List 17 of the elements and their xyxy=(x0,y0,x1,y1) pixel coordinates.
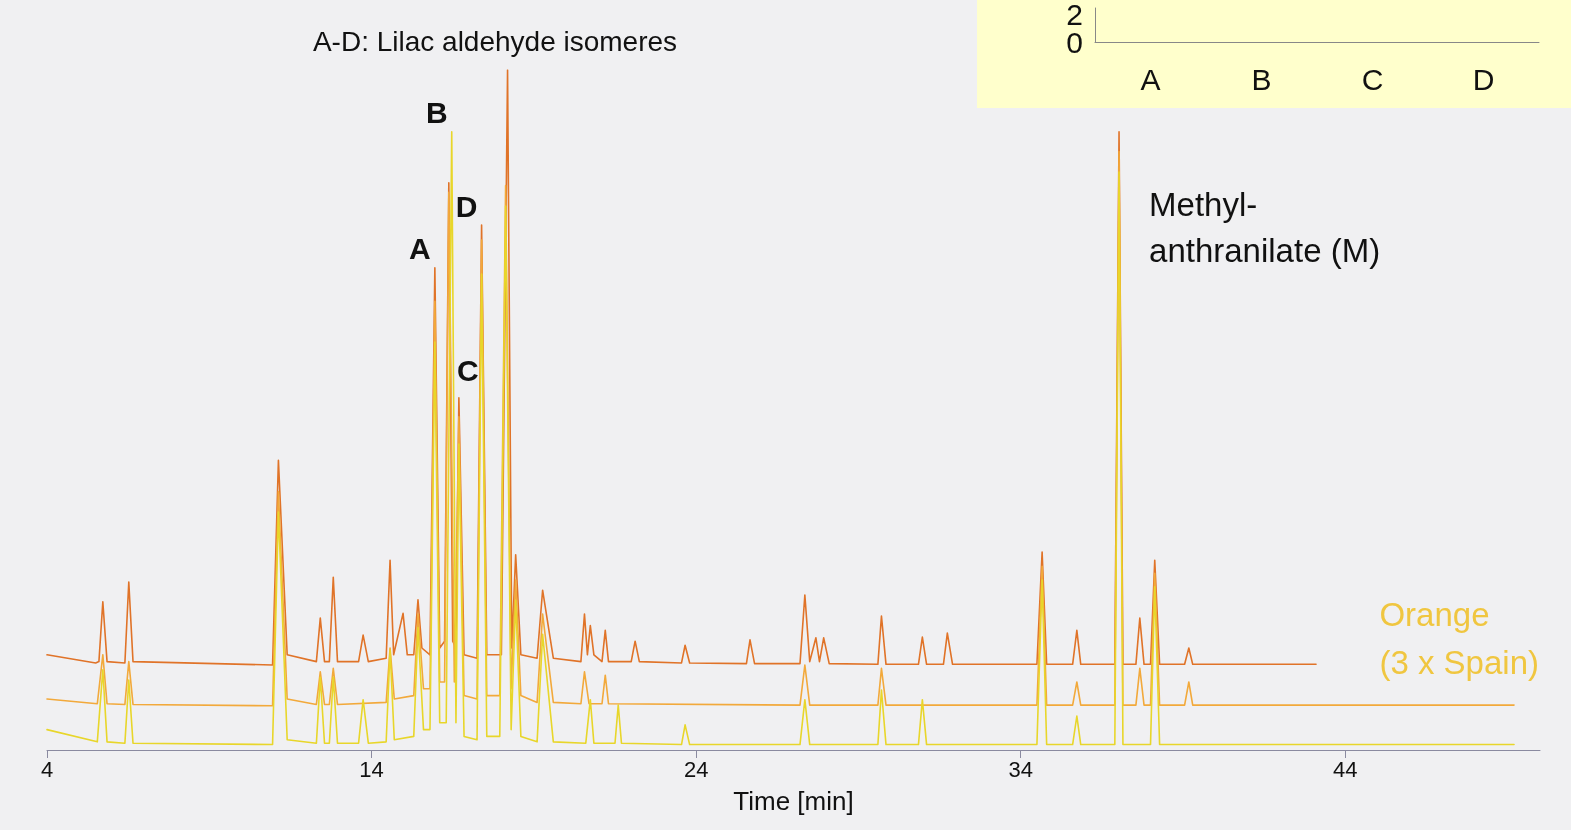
category-label: B xyxy=(1251,62,1272,96)
annotation: B xyxy=(425,96,448,130)
annotation: Methyl- anthranilate (M) xyxy=(1149,186,1381,270)
x-tick-label: 24 xyxy=(683,756,709,782)
category-label: A xyxy=(1140,62,1161,96)
category-label: C xyxy=(1361,62,1384,96)
x-tick-label: 14 xyxy=(359,756,384,782)
x-tick-label: 44 xyxy=(1333,756,1358,782)
x-tick-label: 4 xyxy=(40,756,54,782)
x-tick-label: 34 xyxy=(1008,756,1033,782)
x-axis-title: Time [min] xyxy=(733,786,854,816)
annotation: C xyxy=(457,354,479,388)
category-label: D xyxy=(1472,62,1495,96)
annotation: D xyxy=(455,189,478,223)
annotation: Orange (3 x Spain) xyxy=(1379,595,1540,681)
annotation: A xyxy=(409,232,431,266)
chart-title: A-D: Lilac aldehyde isomeres xyxy=(312,25,678,57)
